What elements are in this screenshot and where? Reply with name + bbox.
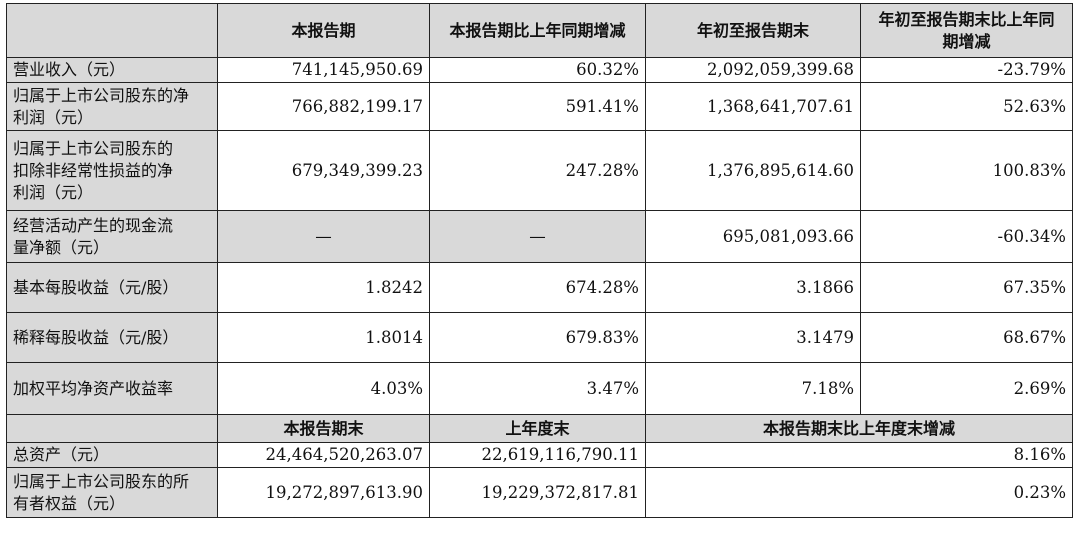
cell-current-period: 766,882,199.17 [217,82,430,131]
table-row: 归属于上市公司股东的所有者权益（元） 19,272,897,613.90 19,… [6,467,1073,518]
cell-period-end-change: 0.23% [645,467,1073,518]
cell-current-period-yoy: 60.32% [429,57,646,83]
row-label: 总资产（元） [6,442,218,468]
header-current-period: 本报告期 [217,3,430,58]
table-row: 稀释每股收益（元/股） 1.8014 679.83% 3.1479 68.67% [6,312,1073,363]
header-period-end-change: 本报告期末比上年度末增减 [645,414,1073,443]
cell-current-period-yoy: — [429,210,646,263]
cell-current-period: — [217,210,430,263]
header-ytd-yoy: 年初至报告期末比上年同期增减 [860,3,1073,58]
cell-ytd-yoy: -23.79% [860,57,1073,83]
header-period-end: 本报告期末 [217,414,430,443]
cell-current-period-yoy: 3.47% [429,362,646,415]
cell-current-period-yoy: 674.28% [429,262,646,313]
cell-current-period-yoy: 679.83% [429,312,646,363]
header-corner [6,3,218,58]
cell-current-period-yoy: 247.28% [429,130,646,211]
cell-ytd-yoy: 68.67% [860,312,1073,363]
row-label: 营业收入（元） [6,57,218,83]
table-row: 总资产（元） 24,464,520,263.07 22,619,116,790.… [6,442,1073,468]
cell-ytd: 3.1866 [645,262,861,313]
row-label: 基本每股收益（元/股） [6,262,218,313]
cell-current-period: 679,349,399.23 [217,130,430,211]
cell-prior-year-end: 19,229,372,817.81 [429,467,646,518]
header-row-balance: 本报告期末 上年度末 本报告期末比上年度末增减 [6,414,1073,443]
financial-summary-table: 本报告期 本报告期比上年同期增减 年初至报告期末 年初至报告期末比上年同期增减 … [6,3,1073,518]
row-label: 加权平均净资产收益率 [6,362,218,415]
row-label: 稀释每股收益（元/股） [6,312,218,363]
cell-current-period: 1.8014 [217,312,430,363]
cell-ytd-yoy: 2.69% [860,362,1073,415]
cell-ytd: 1,376,895,614.60 [645,130,861,211]
table-row: 加权平均净资产收益率 4.03% 3.47% 7.18% 2.69% [6,362,1073,415]
table-row: 经营活动产生的现金流量净额（元） — — 695,081,093.66 -60.… [6,210,1073,263]
header-prior-year-end: 上年度末 [429,414,646,443]
header-ytd: 年初至报告期末 [645,3,861,58]
cell-current-period-yoy: 591.41% [429,82,646,131]
table-row: 归属于上市公司股东的扣除非经常性损益的净利润（元） 679,349,399.23… [6,130,1073,211]
row-label: 归属于上市公司股东的扣除非经常性损益的净利润（元） [6,130,218,211]
cell-ytd: 1,368,641,707.61 [645,82,861,131]
report-table-container: 本报告期 本报告期比上年同期增减 年初至报告期末 年初至报告期末比上年同期增减 … [6,3,1073,518]
cell-period-end: 24,464,520,263.07 [217,442,430,468]
cell-ytd: 3.1479 [645,312,861,363]
cell-ytd: 7.18% [645,362,861,415]
cell-prior-year-end: 22,619,116,790.11 [429,442,646,468]
row-label: 经营活动产生的现金流量净额（元） [6,210,218,263]
cell-ytd: 2,092,059,399.68 [645,57,861,83]
cell-period-end: 19,272,897,613.90 [217,467,430,518]
table-row: 基本每股收益（元/股） 1.8242 674.28% 3.1866 67.35% [6,262,1073,313]
cell-ytd-yoy: 67.35% [860,262,1073,313]
cell-ytd-yoy: 100.83% [860,130,1073,211]
header2-corner [6,414,218,443]
header-current-period-yoy: 本报告期比上年同期增减 [429,3,646,58]
cell-ytd-yoy: -60.34% [860,210,1073,263]
cell-current-period: 1.8242 [217,262,430,313]
cell-ytd-yoy: 52.63% [860,82,1073,131]
row-label: 归属于上市公司股东的净利润（元） [6,82,218,131]
cell-current-period: 741,145,950.69 [217,57,430,83]
row-label: 归属于上市公司股东的所有者权益（元） [6,467,218,518]
cell-ytd: 695,081,093.66 [645,210,861,263]
header-row: 本报告期 本报告期比上年同期增减 年初至报告期末 年初至报告期末比上年同期增减 [6,3,1073,58]
cell-period-end-change: 8.16% [645,442,1073,468]
table-row: 营业收入（元） 741,145,950.69 60.32% 2,092,059,… [6,57,1073,83]
table-row: 归属于上市公司股东的净利润（元） 766,882,199.17 591.41% … [6,82,1073,131]
cell-current-period: 4.03% [217,362,430,415]
